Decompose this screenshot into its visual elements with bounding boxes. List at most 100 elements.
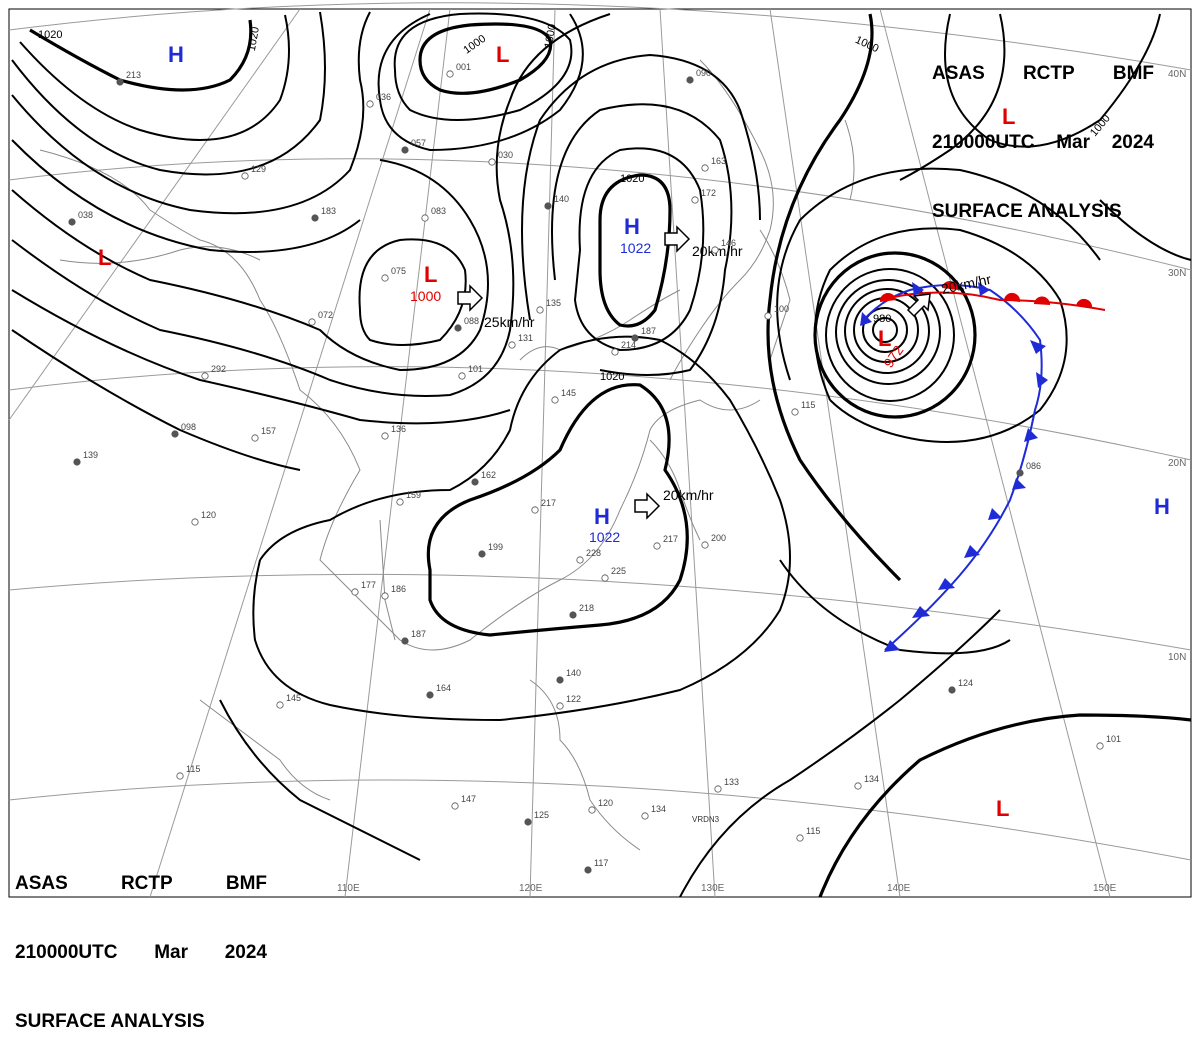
map-border — [8, 8, 1192, 898]
station-cloud-circle — [396, 498, 404, 506]
station-pressure-value: 292 — [211, 364, 226, 374]
low-center-symbol: L — [996, 796, 1009, 821]
station-plot: 122 — [556, 694, 581, 710]
station-pressure-value: 129 — [251, 164, 266, 174]
station-plot: 139 — [73, 450, 98, 466]
station-plot: 225 — [601, 566, 626, 582]
station-cloud-circle — [446, 70, 454, 78]
station-pressure-value: 001 — [456, 62, 471, 72]
station-cloud-circle — [421, 214, 429, 222]
station-cloud-circle — [351, 588, 359, 596]
station-plot: 101 — [1096, 734, 1121, 750]
station-pressure-value: 038 — [78, 210, 93, 220]
pressure-centers: H L L L 1000 H 1022 H 1022 L 972 L H L — [98, 42, 1170, 821]
graticule-labels: 110E 120E 130E 140E 150E 40N 30N 20N 10N… — [337, 69, 1186, 894]
station-plots: 213 001 036 057 083 129 183 075 072 088 101 292 098 1… — [68, 62, 1121, 874]
station-pressure-value: 199 — [488, 542, 503, 552]
station-pressure-value: 101 — [1106, 734, 1121, 744]
station-cloud-circle — [588, 806, 596, 814]
fronts — [860, 280, 1106, 652]
station-cloud-circle — [551, 396, 559, 404]
station-cloud-circle — [701, 541, 709, 549]
motion-arrows — [457, 225, 931, 520]
station-cloud-circle — [1016, 469, 1024, 477]
station-pressure-value: 145 — [286, 693, 301, 703]
station-cloud-circle — [308, 318, 316, 326]
station-pressure-value: 213 — [126, 70, 141, 80]
arrow-south-high — [634, 492, 661, 520]
header-station: RCTP — [1022, 63, 1075, 84]
station-pressure-value: 183 — [321, 206, 336, 216]
header-year: 2024 — [224, 942, 267, 963]
station-plot: 199 — [478, 542, 503, 558]
isobar-label: 1000 — [543, 23, 559, 49]
station-plot: 115 — [176, 764, 200, 780]
station-pressure-value: 057 — [411, 138, 426, 148]
station-plot: 146 — [711, 238, 736, 254]
station-cloud-circle — [1096, 742, 1104, 750]
longitude-label: 110E — [337, 883, 360, 894]
station-pressure-value: 140 — [554, 194, 569, 204]
station-plot: 133 — [714, 777, 739, 793]
station-plot: 125 — [524, 810, 549, 826]
station-plot: 187 — [631, 326, 656, 342]
station-plot: 214 — [611, 340, 636, 356]
station-cloud-circle — [73, 458, 81, 466]
high-center-symbol: H — [168, 42, 184, 67]
station-plot: 120 — [191, 510, 216, 526]
station-cloud-circle — [451, 802, 459, 810]
latitude-label: 30N — [1168, 268, 1186, 279]
isobar-label: 1000 — [461, 33, 488, 57]
station-cloud-circle — [478, 550, 486, 558]
station-pressure-value: 120 — [598, 798, 613, 808]
station-cloud-circle — [381, 274, 389, 282]
station-plot: 134 — [854, 774, 879, 790]
station-pressure-value: 147 — [461, 794, 476, 804]
station-plot: 115 — [796, 826, 820, 842]
station-plot: 120 — [588, 798, 613, 814]
station-cloud-circle — [711, 246, 719, 254]
station-pressure-value: 214 — [621, 340, 636, 350]
station-plot: 217 — [653, 534, 678, 550]
station-pressure-value: 115 — [806, 826, 820, 836]
station-cloud-circle — [544, 202, 552, 210]
station-plot: 140 — [544, 194, 569, 210]
isobar-label: 980 — [873, 313, 891, 325]
station-pressure-value: 187 — [641, 326, 656, 336]
station-cloud-circle — [791, 408, 799, 416]
station-cloud-circle — [401, 146, 409, 154]
station-plot: 086 — [1016, 461, 1041, 477]
station-pressure-value: 133 — [724, 777, 739, 787]
longitude-label: 130E — [701, 883, 725, 894]
arrow-typhoon — [906, 293, 931, 318]
station-plot: 228 — [576, 548, 601, 564]
station-pressure-value: 157 — [261, 426, 276, 436]
station-pressure-value: 217 — [541, 498, 556, 508]
low-center-symbol: L — [1002, 104, 1015, 129]
station-pressure-value: 086 — [1026, 461, 1041, 471]
low-center-symbol: L — [424, 262, 437, 287]
longitude-label: 150E — [1093, 883, 1117, 894]
station-pressure-value: 075 — [391, 266, 406, 276]
station-plot: 038 — [68, 210, 93, 226]
station-plot: 100 — [764, 304, 789, 320]
station-pressure-value: 225 — [611, 566, 626, 576]
low-center-symbol: L — [496, 42, 509, 67]
station-plot: 186 — [381, 584, 406, 600]
station-plot: 177 — [351, 580, 376, 596]
arrow-china-low — [457, 284, 484, 312]
station-cloud-circle — [276, 701, 284, 709]
station-plot: 090 — [686, 68, 711, 84]
station-cloud-circle — [631, 334, 639, 342]
station-plot: 164 — [426, 683, 451, 699]
station-cloud-circle — [536, 306, 544, 314]
station-cloud-circle — [569, 611, 577, 619]
station-plot: 145 — [551, 388, 576, 404]
station-plot: 098 — [171, 422, 196, 438]
header-station: RCTP — [120, 873, 173, 894]
station-plot: 157 — [251, 426, 276, 442]
station-pressure-value: 088 — [464, 316, 479, 326]
station-plot: 101 — [458, 364, 483, 380]
low-center-symbol: L — [98, 245, 111, 270]
station-cloud-circle — [714, 785, 722, 793]
